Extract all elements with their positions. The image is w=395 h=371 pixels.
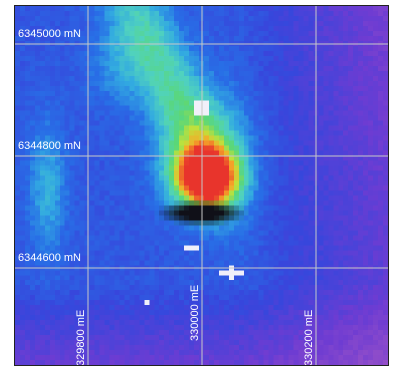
- northing-label-6344800: 6344800 mN: [18, 140, 81, 152]
- northing-label-6345000: 6345000 mN: [18, 28, 81, 40]
- easting-label-330200: 330200 mE: [303, 309, 315, 366]
- easting-label-330000: 330000 mE: [189, 284, 201, 341]
- northing-label-6344600: 6344600 mN: [18, 252, 81, 264]
- grid-map: 6345000 mN 6344800 mN 6344600 mN 329800 …: [14, 5, 389, 366]
- easting-label-329800: 329800 mE: [75, 309, 87, 366]
- grid-lines: [15, 6, 388, 365]
